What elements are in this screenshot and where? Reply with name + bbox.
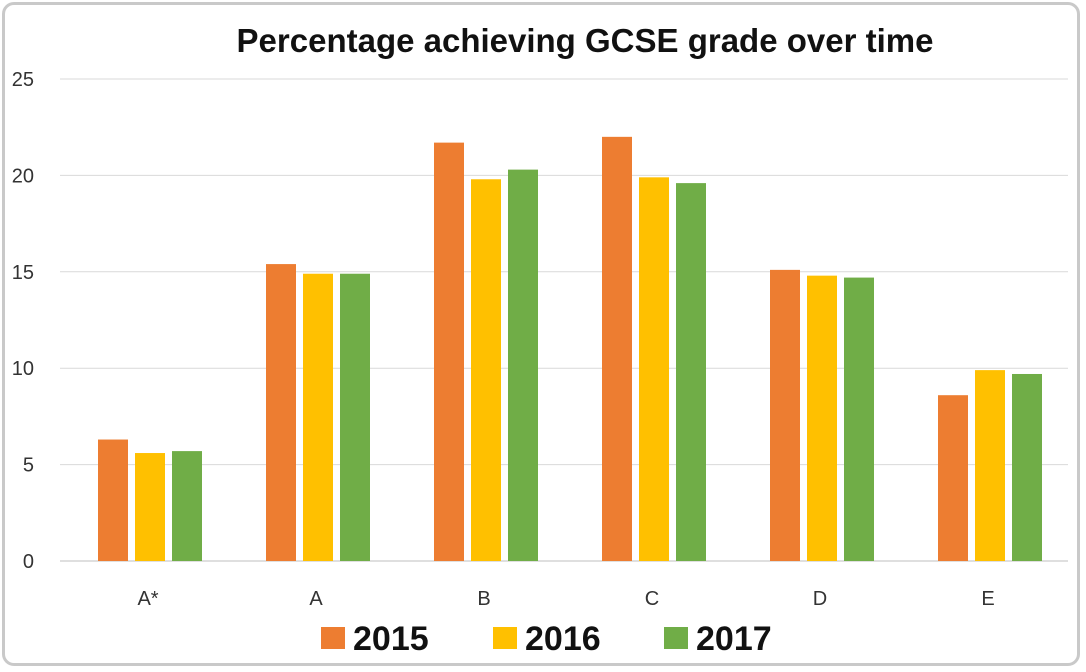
gridlines [60,78,1068,562]
y-axis-ticks: 0 5 10 15 20 25 [12,69,34,573]
x-tick-label: A [309,588,323,610]
bar-2015-C [602,136,632,561]
bar-2017-A* [172,451,202,561]
bar-2015-A [266,264,296,561]
y-tick-label: 10 [12,358,34,380]
bar-2017-E [1012,373,1042,561]
x-tick-label: D [813,588,827,610]
y-tick-label: 0 [23,551,34,573]
bar-2015-B [434,142,464,561]
bar-2017-C [676,183,706,561]
bar-2016-C [639,177,669,561]
x-tick-label: A* [137,588,158,610]
x-tick-label: B [477,588,490,610]
bar-2015-A* [98,439,128,561]
legend-label-2015: 2015 [353,620,429,658]
x-tick-label: C [645,588,659,610]
x-axis-ticks: A* A B C D E [137,588,994,610]
y-tick-label: 20 [12,165,34,187]
bar-2016-A* [135,453,165,561]
chart-title: Percentage achieving GCSE grade over tim… [236,22,934,59]
y-tick-label: 15 [12,262,34,284]
bars [98,136,1042,562]
legend-swatch-2017 [664,627,688,649]
y-tick-label: 25 [12,69,34,91]
bar-2016-B [471,179,501,562]
bar-2015-E [938,395,968,561]
bar-2016-E [975,370,1005,561]
bar-2017-B [508,169,538,561]
y-tick-label: 5 [23,455,34,477]
bar-2016-D [807,275,837,561]
bar-2016-A [303,273,333,561]
legend-swatch-2016 [493,627,517,649]
x-tick-label: E [981,588,994,610]
bar-2017-A [340,273,370,561]
legend-label-2017: 2017 [696,620,772,658]
bar-2017-D [844,277,874,561]
legend-label-2016: 2016 [525,620,601,658]
bar-2015-D [770,269,800,561]
legend: 2015 2016 2017 [321,620,772,658]
legend-swatch-2015 [321,627,345,649]
